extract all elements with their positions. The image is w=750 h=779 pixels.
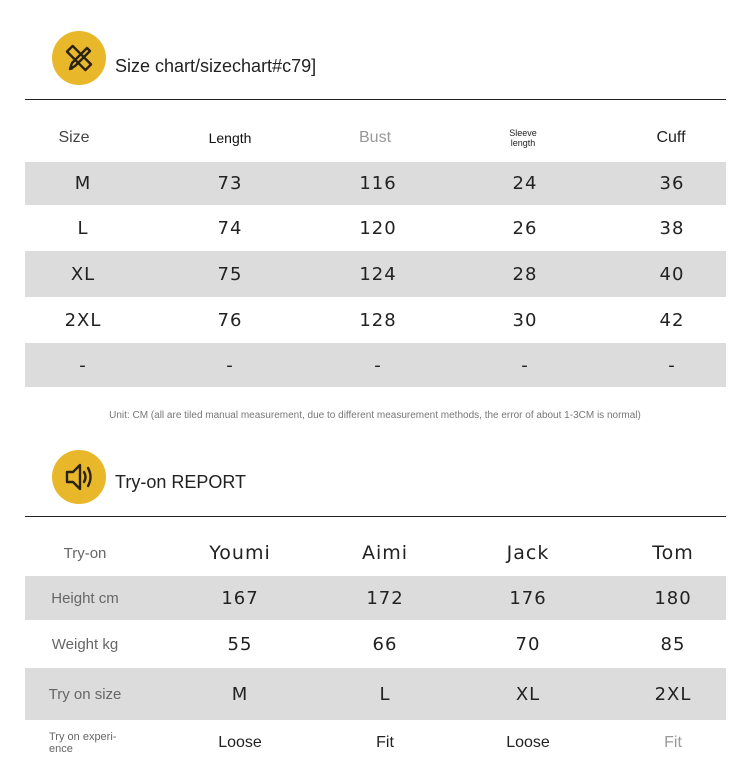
table-cell: 55 (227, 633, 253, 655)
table-cell: 26 (512, 217, 538, 239)
table-cell: - (374, 354, 382, 376)
table-cell: L (77, 217, 89, 239)
table-cell: - (79, 354, 87, 376)
table-cell: 24 (512, 173, 538, 194)
speaker-icon (52, 450, 106, 504)
table-row: Try on experi-ence Loose Fit Loose Fit (25, 720, 726, 765)
tryon-title: Try-on REPORT (115, 472, 247, 492)
table-row: Try on size M L XL 2XL (25, 668, 726, 720)
table-cell: 75 (217, 263, 243, 285)
table-cell: 66 (372, 633, 398, 655)
table-cell: Fit (664, 733, 682, 751)
table-row: 2XL 76 128 30 42 (25, 297, 726, 343)
table-cell: 40 (659, 263, 685, 285)
unit-note: Unit: CM (all are tiled manual measureme… (109, 410, 641, 421)
table-cell: M (74, 173, 92, 194)
tryon-header: Try-on Youmi Aimi Jack Tom (25, 530, 726, 576)
column-header: Sleeve length (509, 127, 537, 148)
divider (25, 516, 726, 517)
table-cell: Loose (506, 733, 550, 751)
size-chart-title: Size chart/sizechart#c79] (115, 56, 317, 76)
table-cell: 124 (359, 263, 397, 285)
table-cell: 172 (366, 587, 404, 609)
table-cell: Weight kg (51, 635, 119, 653)
table-cell: 116 (359, 173, 397, 194)
table-cell: 2XL (64, 309, 102, 331)
table-cell: 36 (659, 173, 685, 194)
table-cell: 38 (659, 217, 685, 239)
table-cell: 128 (359, 309, 397, 331)
table-cell: - (521, 354, 529, 376)
table-row: ----- (25, 343, 726, 387)
table-cell: 167 (221, 587, 259, 609)
table-cell: - (668, 354, 676, 376)
table-cell: 2XL (654, 683, 692, 705)
table-cell: 85 (660, 633, 686, 655)
table-cell: - (226, 354, 234, 376)
table-cell: 76 (217, 309, 243, 331)
table-cell: XL (515, 683, 541, 705)
column-header: Length (208, 129, 252, 146)
table-cell: XL (70, 263, 96, 285)
table-cell: 42 (659, 309, 685, 331)
table-row: L 74 120 26 38 (25, 205, 726, 251)
table-cell: 73 (217, 173, 243, 194)
column-header: Size (58, 128, 90, 146)
size-chart-header: Size Length Bust Sleeve length Cuff (25, 115, 726, 160)
table-cell: 70 (515, 633, 541, 655)
table-row: M 73 116 24 36 (25, 162, 726, 205)
table-cell: 180 (654, 587, 692, 609)
table-cell: 120 (359, 217, 397, 239)
table-cell: Height cm (51, 589, 119, 607)
column-header: Bust (358, 128, 392, 146)
table-cell: 74 (217, 217, 243, 239)
column-header: Cuff (656, 128, 686, 146)
divider (25, 99, 726, 100)
table-cell: Loose (218, 733, 262, 751)
table-cell: 30 (512, 309, 538, 331)
table-row: Height cm 167 172 176 180 (25, 576, 726, 620)
column-header: Aimi (361, 542, 409, 564)
table-cell: Try on experi-ence (49, 730, 117, 755)
table-row: XL 75 124 28 40 (25, 251, 726, 297)
table-cell: 28 (512, 263, 538, 285)
table-cell: M (231, 683, 249, 705)
table-cell: Try on size (48, 685, 122, 703)
table-row: Weight kg 55 66 70 85 (25, 620, 726, 668)
table-cell: Fit (376, 733, 394, 751)
column-header: Tom (652, 542, 694, 564)
column-header: Jack (506, 542, 550, 564)
pencil-ruler-icon (52, 31, 106, 85)
column-header: Try-on (63, 544, 107, 562)
column-header: Youmi (209, 542, 271, 564)
table-cell: L (379, 683, 391, 705)
table-cell: 176 (509, 587, 547, 609)
